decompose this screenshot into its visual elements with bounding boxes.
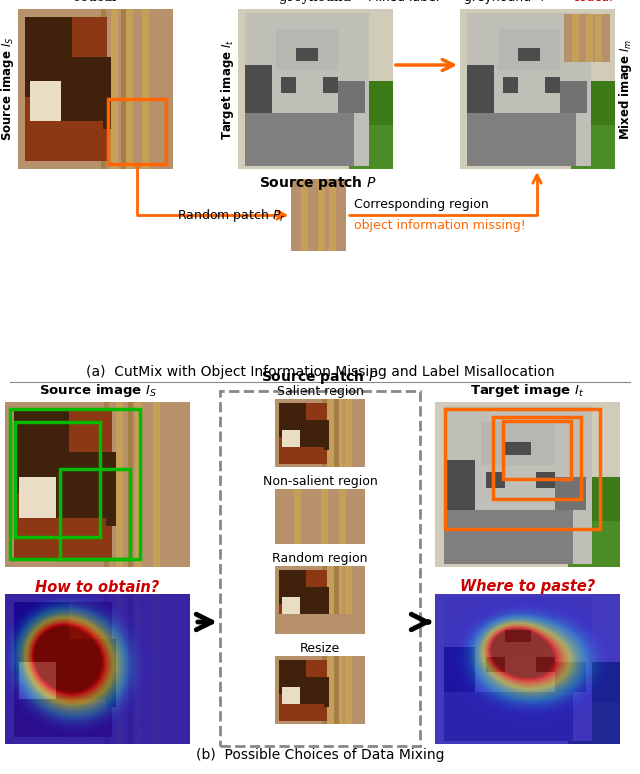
Text: object information missing!: object information missing!: [354, 219, 525, 232]
Bar: [10, 409, 140, 559]
Text: Corresponding region: Corresponding region: [354, 197, 489, 211]
Bar: [108, 99, 166, 164]
Text: coucal: coucal: [572, 0, 612, 4]
Text: How to obtain?: How to obtain?: [35, 580, 159, 594]
Text: "coucal": "coucal": [68, 0, 123, 4]
Text: Where to paste?: Where to paste?: [460, 580, 595, 594]
Bar: [60, 469, 130, 559]
Bar: [445, 409, 600, 529]
Bar: [493, 417, 581, 499]
Text: Target image $I_t$: Target image $I_t$: [220, 38, 237, 140]
Text: Mixed label = "greyhound"+": Mixed label = "greyhound"+": [368, 0, 554, 4]
Text: Mixed image $I_m$: Mixed image $I_m$: [616, 38, 634, 139]
Text: Random region: Random region: [272, 552, 368, 565]
Text: "greyhound": "greyhound": [273, 0, 358, 4]
Text: (b)  Possible Choices of Data Mixing: (b) Possible Choices of Data Mixing: [196, 748, 444, 762]
Text: Source image $I_S$: Source image $I_S$: [0, 36, 17, 142]
Text: ": ": [609, 0, 615, 4]
Text: Random patch $P_r$: Random patch $P_r$: [177, 207, 286, 224]
Bar: [503, 421, 571, 479]
Text: Source image $I_S$: Source image $I_S$: [38, 382, 156, 399]
Text: Salient region: Salient region: [276, 385, 364, 398]
Text: Target image $I_t$: Target image $I_t$: [470, 382, 584, 399]
Text: Source patch $P$: Source patch $P$: [261, 368, 379, 386]
Text: Source patch $P$: Source patch $P$: [259, 174, 377, 192]
Text: Resize: Resize: [300, 642, 340, 655]
Bar: [15, 422, 100, 537]
Text: (a)  CutMix with Object Information Missing and Label Misallocation: (a) CutMix with Object Information Missi…: [86, 365, 554, 379]
Bar: [220, 391, 420, 746]
Text: Non-salient region: Non-salient region: [262, 475, 378, 488]
